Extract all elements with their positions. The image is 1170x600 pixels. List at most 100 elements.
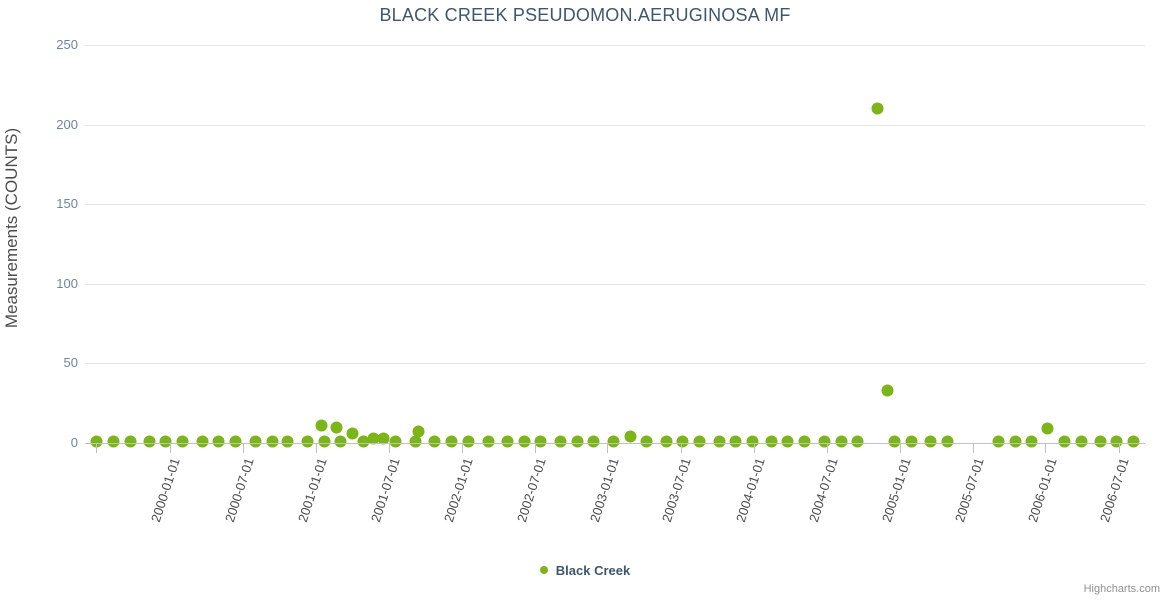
data-point[interactable] — [993, 436, 1003, 446]
x-axis-tick-label: 2005-07-01 — [951, 456, 987, 524]
data-point[interactable] — [1096, 436, 1106, 446]
x-axis-tick — [535, 443, 537, 453]
data-point[interactable] — [358, 436, 368, 446]
y-gridline — [85, 124, 1145, 126]
x-axis-tick — [899, 443, 901, 453]
data-point[interactable] — [820, 436, 830, 446]
data-point[interactable] — [872, 104, 882, 114]
data-point[interactable] — [230, 436, 240, 446]
data-point[interactable] — [1112, 436, 1122, 446]
y-gridline — [85, 45, 1145, 46]
data-point[interactable] — [197, 436, 207, 446]
x-axis-tick-label: 2003-07-01 — [659, 456, 695, 524]
chart-title: BLACK CREEK PSEUDOMON.AERUGINOSA MF — [379, 5, 791, 25]
data-point[interactable] — [317, 420, 327, 430]
data-point[interactable] — [889, 436, 899, 446]
data-point[interactable] — [348, 428, 358, 438]
data-point[interactable] — [91, 436, 101, 446]
x-axis-tick — [242, 443, 244, 453]
data-point[interactable] — [852, 436, 862, 446]
data-point[interactable] — [642, 436, 652, 446]
data-point[interactable] — [332, 422, 342, 432]
y-axis-tick-label: 200 — [56, 116, 78, 132]
x-axis-line — [85, 443, 1145, 444]
data-point[interactable] — [1059, 436, 1069, 446]
y-gridline — [85, 283, 1145, 285]
data-point[interactable] — [368, 433, 378, 443]
data-point[interactable] — [1026, 436, 1036, 446]
data-point[interactable] — [390, 436, 400, 446]
data-point[interactable] — [108, 436, 118, 446]
data-point[interactable] — [320, 436, 330, 446]
data-point[interactable] — [178, 436, 188, 446]
data-point[interactable] — [145, 436, 155, 446]
data-point[interactable] — [336, 436, 346, 446]
data-point[interactable] — [1042, 424, 1052, 434]
y-gridline — [85, 363, 1145, 365]
legend-marker-icon — [539, 565, 548, 574]
legend-item-label: Black Creek — [555, 563, 631, 579]
data-point[interactable] — [303, 436, 313, 446]
x-axis-tick — [973, 443, 975, 453]
data-point[interactable] — [430, 436, 440, 446]
data-point[interactable] — [943, 436, 953, 446]
data-point[interactable] — [608, 436, 618, 446]
data-point[interactable] — [747, 436, 757, 446]
data-point[interactable] — [250, 436, 260, 446]
x-axis-tick — [1118, 443, 1120, 453]
data-point[interactable] — [1076, 436, 1086, 446]
data-point[interactable] — [800, 436, 810, 446]
data-point[interactable] — [836, 436, 846, 446]
data-point[interactable] — [1010, 436, 1020, 446]
data-point[interactable] — [714, 436, 724, 446]
data-point[interactable] — [926, 436, 936, 446]
data-point[interactable] — [883, 385, 893, 395]
data-point[interactable] — [730, 436, 740, 446]
data-point[interactable] — [536, 436, 546, 446]
x-axis-tick-label: 2005-01-01 — [879, 456, 915, 524]
data-point[interactable] — [572, 436, 582, 446]
data-point[interactable] — [161, 436, 171, 446]
data-point[interactable] — [783, 436, 793, 446]
data-point[interactable] — [906, 436, 916, 446]
data-point[interactable] — [555, 436, 565, 446]
x-axis-tick — [96, 443, 98, 453]
x-axis-tick — [607, 443, 609, 453]
y-axis-tick-label: 250 — [56, 37, 78, 52]
data-point[interactable] — [625, 432, 635, 442]
x-axis-tick-label: 2006-01-01 — [1024, 456, 1060, 524]
x-axis-tick — [754, 443, 756, 453]
x-axis-tick — [316, 443, 318, 453]
data-point[interactable] — [503, 436, 513, 446]
x-axis-tick-label: 2000-01-01 — [148, 456, 184, 524]
data-point[interactable] — [695, 436, 705, 446]
data-point[interactable] — [767, 436, 777, 446]
y-axis-tick-label: 150 — [56, 196, 78, 212]
x-axis-tick-label: 2002-07-01 — [513, 456, 549, 524]
data-point[interactable] — [662, 436, 672, 446]
data-point[interactable] — [213, 436, 223, 446]
x-axis-tick — [169, 443, 171, 453]
x-axis-tick — [680, 443, 682, 453]
y-axis-tick-label: 0 — [70, 435, 78, 450]
x-axis-tick — [461, 443, 463, 453]
data-point[interactable] — [520, 436, 530, 446]
data-point[interactable] — [379, 433, 389, 443]
data-point[interactable] — [283, 436, 293, 446]
data-point[interactable] — [414, 427, 424, 437]
plot-area — [85, 45, 1145, 446]
chart-legend[interactable]: Black Creek — [0, 562, 1170, 578]
data-point[interactable] — [267, 436, 277, 446]
data-point[interactable] — [678, 436, 688, 446]
data-point[interactable] — [411, 436, 421, 446]
data-point[interactable] — [463, 436, 473, 446]
data-point[interactable] — [588, 436, 598, 446]
data-point[interactable] — [483, 436, 493, 446]
data-point[interactable] — [446, 436, 456, 446]
data-point[interactable] — [125, 436, 135, 446]
x-axis-tick-label: 2004-01-01 — [732, 456, 768, 524]
x-axis-tick — [827, 443, 829, 453]
x-axis-tick-label: 2003-01-01 — [587, 456, 622, 524]
data-point[interactable] — [1129, 436, 1139, 446]
